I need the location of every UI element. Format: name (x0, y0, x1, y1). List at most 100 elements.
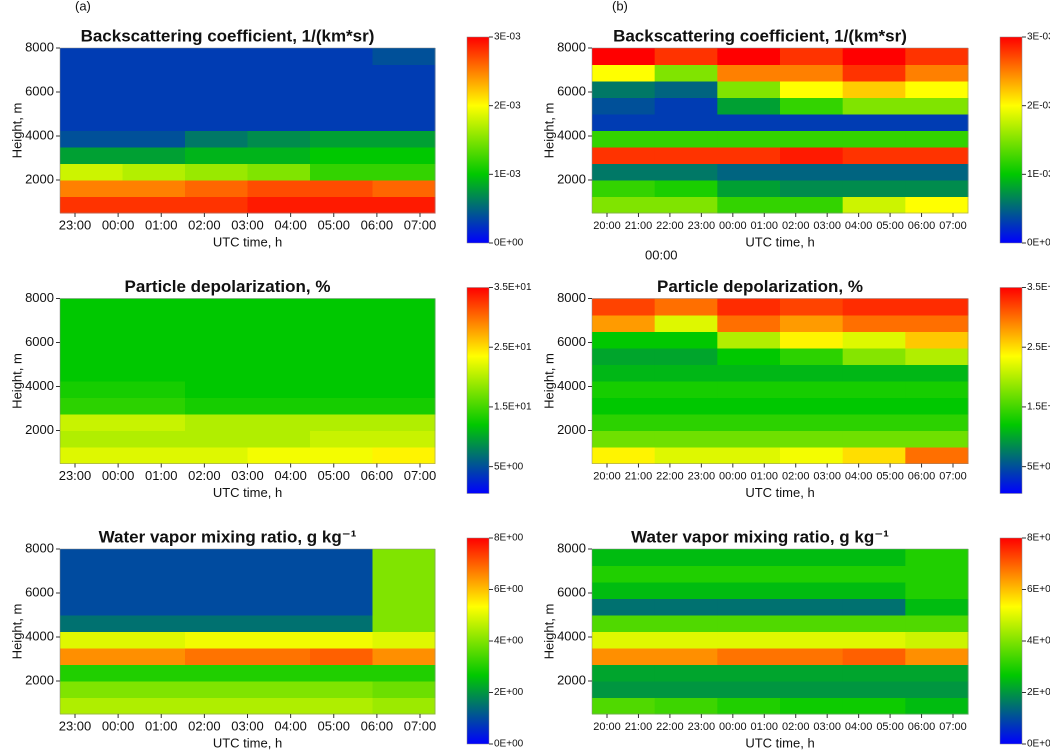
heat-cell (60, 565, 123, 583)
heat-cell (372, 81, 436, 98)
colorbar (466, 287, 490, 494)
heat-cell (247, 397, 311, 415)
heat-cell (905, 81, 969, 98)
heat-cell (842, 430, 906, 448)
heat-cell (654, 298, 718, 316)
heat-cell (780, 648, 844, 665)
heat-cell (122, 97, 186, 115)
x-tick-label: 21:00 (625, 220, 653, 232)
heat-cell (717, 598, 781, 616)
heat-cell (592, 348, 656, 365)
x-axis-title: UTC time, h (745, 485, 814, 500)
heat-cell (372, 648, 436, 665)
heat-cell (372, 664, 436, 682)
heat-cell (60, 81, 123, 98)
heat-cell (780, 180, 844, 197)
heat-cell (717, 196, 781, 214)
x-tick-label: 04:00 (845, 220, 873, 232)
heat-cell (592, 648, 656, 665)
colorbar-tick-label: 2E+00 (494, 687, 524, 698)
heat-cell (842, 114, 906, 131)
colorbar-tick-label: 4E+00 (1027, 636, 1050, 647)
heat-cell (780, 582, 844, 599)
heat-cell (122, 315, 186, 332)
x-tick-label: 23:00 (688, 220, 716, 232)
heat-cell (905, 430, 969, 448)
heat-cell (592, 598, 656, 616)
heat-cell (842, 48, 906, 65)
x-tick-label: 06:00 (361, 468, 394, 483)
heat-cell (780, 697, 844, 715)
heat-cell (905, 549, 969, 566)
heat-cell (905, 163, 969, 181)
heat-cell (592, 381, 656, 398)
heat-cell (905, 97, 969, 115)
heat-cell (780, 315, 844, 332)
heat-cell (654, 615, 718, 632)
heat-cell (592, 315, 656, 332)
heat-cell (310, 397, 373, 415)
heat-cell (247, 48, 311, 65)
heat-cell (310, 381, 373, 398)
y-axis-title: Height, m (9, 604, 24, 660)
heat-cell (310, 48, 373, 65)
heat-cell (122, 447, 186, 464)
heat-cell (905, 615, 969, 632)
heat-cell (247, 97, 311, 115)
heat-cell (247, 631, 311, 649)
heat-cell (842, 97, 906, 115)
heat-cell (185, 549, 248, 566)
heat-cell (372, 697, 436, 715)
x-tick-label: 01:00 (751, 470, 779, 482)
heat-cell (592, 196, 656, 214)
y-axis-title: Height, m (541, 353, 556, 409)
heat-cell (842, 348, 906, 365)
heat-cell (372, 147, 436, 164)
heat-cell (60, 364, 123, 382)
colorbar-tick-label: 0E+00 (494, 238, 524, 249)
y-tick-label: 6000 (557, 584, 586, 599)
heat-cell (60, 582, 123, 599)
heat-cell (780, 348, 844, 365)
heat-cell (247, 565, 311, 583)
heat-cell (247, 180, 311, 197)
heat-cell (592, 681, 656, 698)
heat-cell (654, 681, 718, 698)
heat-cell (247, 196, 311, 214)
heat-cell (592, 130, 656, 148)
heat-cell (780, 331, 844, 349)
panel-label: (a) (75, 0, 91, 13)
colorbar-tick-label: 2E-03 (494, 100, 521, 111)
x-tick-label: 03:00 (813, 721, 841, 733)
heat-cell (310, 447, 373, 464)
colorbar-tick-label: 6E+00 (494, 584, 524, 595)
x-tick-label: 05:00 (317, 468, 350, 483)
x-tick-label: 21:00 (625, 721, 653, 733)
heat-cell (372, 549, 436, 566)
heat-cell (185, 147, 248, 164)
heat-cell (654, 565, 718, 583)
heat-cell (310, 348, 373, 365)
heat-cell (185, 180, 248, 197)
chart-title: Backscattering coefficient, 1/(km*sr) (613, 26, 907, 45)
x-tick-label: 20:00 (593, 220, 621, 232)
heat-cell (842, 565, 906, 583)
heat-cell (247, 348, 311, 365)
heat-cell (60, 130, 123, 148)
heat-cell (122, 331, 186, 349)
colorbar-tick-label: 0E+00 (1027, 739, 1050, 750)
heat-cell (372, 631, 436, 649)
heat-cell (780, 48, 844, 65)
heat-cell (654, 180, 718, 197)
x-tick-label: 20:00 (593, 721, 621, 733)
heat-cell (310, 648, 373, 665)
heat-cell (592, 298, 656, 316)
heat-cell (122, 598, 186, 616)
heat-cell (185, 364, 248, 382)
heat-cell (780, 381, 844, 398)
chart-title: Backscattering coefficient, 1/(km*sr) (81, 26, 375, 45)
heat-cell (780, 681, 844, 698)
heat-cell (780, 397, 844, 415)
heat-cell (592, 582, 656, 599)
plot-frame (591, 298, 969, 464)
